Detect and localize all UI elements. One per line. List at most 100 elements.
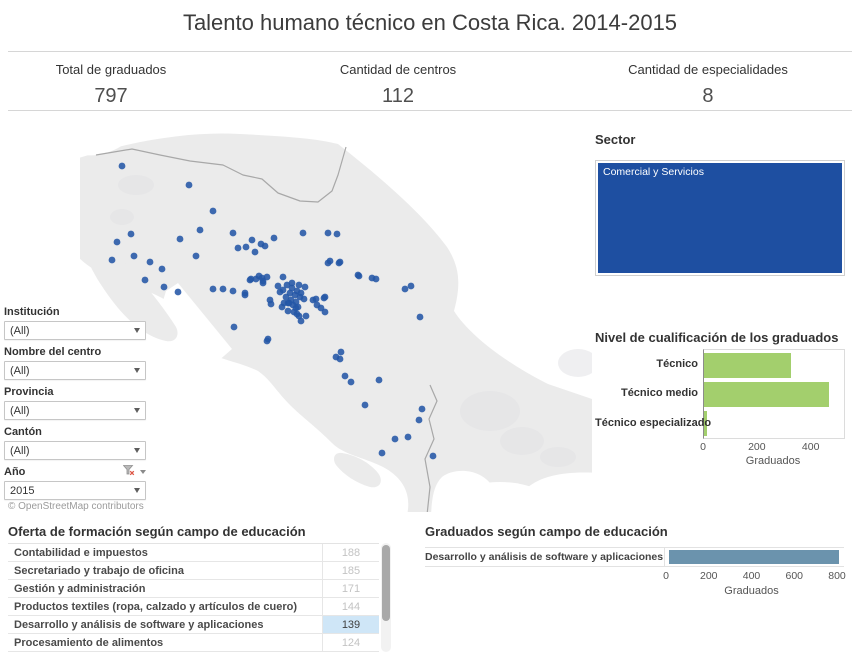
map-panel[interactable]: [76, 125, 598, 538]
filter-active-icon[interactable]: [122, 463, 135, 481]
map-dot[interactable]: [294, 303, 302, 311]
map-dot[interactable]: [176, 235, 184, 243]
map-dot[interactable]: [312, 295, 320, 303]
map-dot[interactable]: [288, 279, 296, 287]
map-dot[interactable]: [192, 252, 200, 260]
map-dot[interactable]: [347, 378, 355, 386]
map-dot[interactable]: [416, 313, 424, 321]
map-dot[interactable]: [241, 289, 249, 297]
qualification-bar[interactable]: [704, 411, 708, 437]
map-dot[interactable]: [293, 310, 301, 318]
map-dot[interactable]: [341, 372, 349, 380]
map-dot[interactable]: [252, 275, 260, 283]
map-dot[interactable]: [219, 285, 227, 293]
map-dot[interactable]: [407, 282, 415, 290]
table-scrollbar[interactable]: [381, 543, 391, 652]
category-label: Técnico medio: [620, 387, 698, 400]
map-dot[interactable]: [118, 162, 126, 170]
table-row[interactable]: Desarrollo y análisis de software y apli…: [8, 616, 379, 634]
graduates-chart-title: Graduados según campo de educación: [425, 524, 668, 539]
map-dot[interactable]: [279, 273, 287, 281]
qualification-bar[interactable]: [704, 381, 829, 407]
map-dot[interactable]: [248, 236, 256, 244]
map-dot[interactable]: [259, 279, 267, 287]
map-dot[interactable]: [246, 276, 254, 284]
gulf-of-nicoya: [160, 283, 232, 363]
qualification-bar[interactable]: [704, 352, 791, 378]
caret-down-icon[interactable]: [140, 469, 146, 474]
map-dot[interactable]: [354, 271, 362, 279]
map-dot[interactable]: [113, 238, 121, 246]
map-dot[interactable]: [361, 401, 369, 409]
table-row[interactable]: Procesamiento de alimentos 124: [8, 634, 379, 652]
map-dot[interactable]: [282, 293, 290, 301]
map-dot[interactable]: [375, 376, 383, 384]
map-dot[interactable]: [336, 355, 344, 363]
map-dot[interactable]: [141, 276, 149, 284]
map-dot[interactable]: [378, 449, 386, 457]
table-row[interactable]: Gestión y administración 171: [8, 580, 379, 598]
map-dot[interactable]: [174, 288, 182, 296]
map-dot[interactable]: [317, 304, 325, 312]
map-dot[interactable]: [299, 229, 307, 237]
map-dot[interactable]: [266, 296, 274, 304]
map-dot[interactable]: [368, 274, 376, 282]
map-dot[interactable]: [337, 348, 345, 356]
ano-dropdown[interactable]: 2015: [4, 481, 146, 500]
map-dot[interactable]: [261, 242, 269, 250]
provincia-dropdown[interactable]: (All): [4, 401, 146, 420]
map-dot[interactable]: [404, 433, 412, 441]
map-dot[interactable]: [279, 286, 287, 294]
map-dot[interactable]: [324, 259, 332, 267]
institucion-dropdown[interactable]: (All): [4, 321, 146, 340]
canton-dropdown[interactable]: (All): [4, 441, 146, 460]
nombre-del-centro-dropdown[interactable]: (All): [4, 361, 146, 380]
map-dot[interactable]: [158, 265, 166, 273]
kpi-value: 112: [382, 85, 414, 107]
map-dot[interactable]: [229, 229, 237, 237]
table-row[interactable]: Productos textiles (ropa, calzado y artí…: [8, 598, 379, 616]
map-dot[interactable]: [251, 248, 259, 256]
map-dot[interactable]: [209, 285, 217, 293]
graduates-bar-cell: [664, 548, 844, 566]
map-dot[interactable]: [230, 323, 238, 331]
map-dot[interactable]: [209, 207, 217, 215]
map-dot[interactable]: [418, 405, 426, 413]
map-dot[interactable]: [108, 256, 116, 264]
map-dot[interactable]: [146, 258, 154, 266]
sector-legend-item[interactable]: Comercial y Servicios: [598, 163, 842, 273]
map-dot[interactable]: [196, 226, 204, 234]
table-row[interactable]: Secretariado y trabajo de oficina 185: [8, 562, 379, 580]
map-dot[interactable]: [284, 307, 292, 315]
graduates-bar[interactable]: [669, 550, 840, 564]
map-dot[interactable]: [302, 312, 310, 320]
map-dot[interactable]: [415, 416, 423, 424]
map-dot[interactable]: [160, 283, 168, 291]
map-dot[interactable]: [321, 293, 329, 301]
map-dot[interactable]: [270, 234, 278, 242]
map-dot[interactable]: [264, 335, 272, 343]
map-dot[interactable]: [429, 452, 437, 460]
map-dot[interactable]: [242, 243, 250, 251]
map-dot[interactable]: [297, 317, 305, 325]
axis-tick: 800: [828, 570, 846, 582]
map-dot[interactable]: [127, 230, 135, 238]
map-dot[interactable]: [335, 259, 343, 267]
map-dot[interactable]: [300, 295, 308, 303]
map-dot[interactable]: [130, 252, 138, 260]
map-dot[interactable]: [274, 282, 282, 290]
filter-group-provincia: Provincia (All): [4, 384, 146, 420]
map-dot[interactable]: [301, 283, 309, 291]
map-canvas[interactable]: [76, 125, 598, 538]
map-dot[interactable]: [401, 285, 409, 293]
map-dot[interactable]: [324, 229, 332, 237]
map-dot[interactable]: [333, 230, 341, 238]
table-scrollbar-thumb[interactable]: [382, 545, 390, 621]
map-dot[interactable]: [391, 435, 399, 443]
map-dot[interactable]: [229, 287, 237, 295]
map-dot[interactable]: [185, 181, 193, 189]
table-row[interactable]: Contabilidad e impuestos 188: [8, 544, 379, 562]
map-dot[interactable]: [295, 281, 303, 289]
map-dot[interactable]: [297, 289, 305, 297]
map-dot[interactable]: [234, 244, 242, 252]
